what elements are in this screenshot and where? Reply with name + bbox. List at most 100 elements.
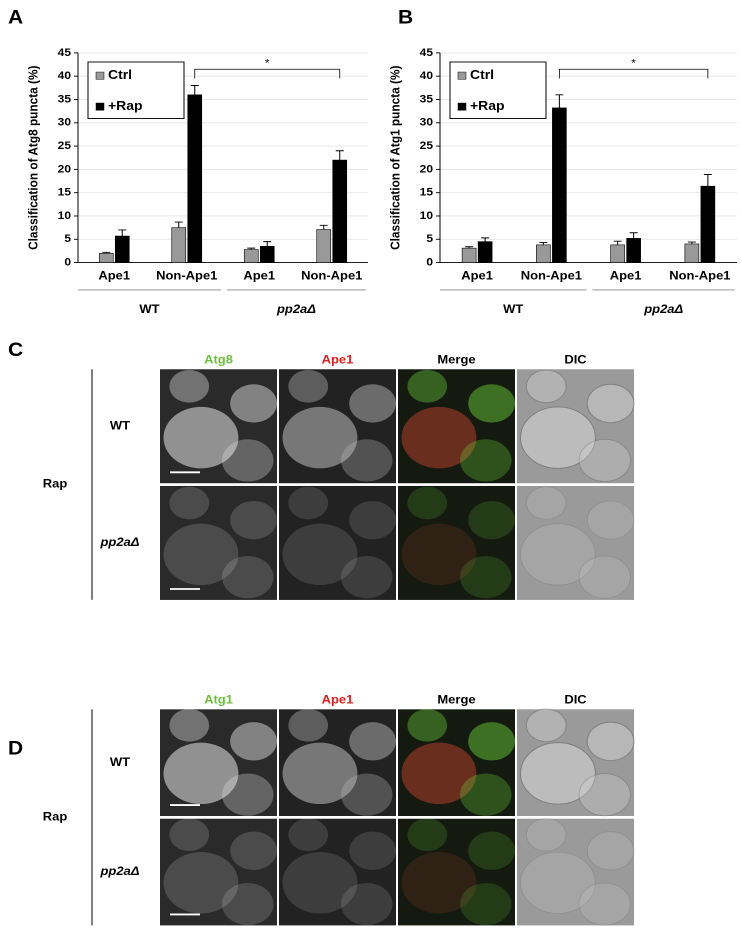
error-bar: [555, 94, 564, 108]
y-tick-label: 15: [58, 187, 72, 198]
panel-label: C: [8, 340, 23, 361]
error-bar: [263, 241, 272, 247]
panel-label: A: [8, 7, 23, 28]
x-tick-label: Ape1: [98, 269, 130, 282]
cell: [407, 486, 448, 520]
cell: [525, 708, 567, 743]
cell: [586, 831, 635, 871]
cell: [341, 556, 393, 599]
bar: [114, 235, 130, 263]
cell: [468, 831, 515, 870]
row-label: WT: [110, 755, 131, 768]
cell: [586, 721, 635, 761]
cell: [163, 523, 239, 586]
y-axis-label: Classification of Atg1 puncta (%): [388, 66, 403, 250]
cell: [401, 742, 477, 805]
legend-label: +Rap: [108, 99, 143, 113]
group-label: WT: [503, 303, 524, 316]
y-tick-label: 40: [58, 70, 71, 81]
error-bar: [465, 246, 474, 249]
cell: [341, 773, 393, 816]
micrograph: [517, 485, 634, 600]
cell: [401, 406, 477, 469]
y-tick-label: 45: [58, 47, 72, 58]
bar: [316, 229, 332, 263]
y-axis-label: Classification of Atg8 puncta (%): [26, 66, 41, 250]
y-tick-label: 25: [420, 140, 434, 151]
cell: [401, 852, 477, 914]
cell: [282, 523, 358, 586]
cell: [525, 369, 567, 404]
x-tick-label: Non-Ape1: [156, 269, 217, 282]
cell: [282, 742, 358, 805]
cell: [520, 851, 596, 914]
row-label: WT: [110, 419, 131, 432]
y-tick-label: 45: [420, 47, 434, 58]
cell: [578, 882, 631, 926]
micrograph: [517, 818, 634, 926]
cell: [230, 384, 277, 423]
group-label: WT: [139, 303, 160, 316]
y-tick-label: 10: [58, 210, 71, 221]
micrograph: [160, 818, 277, 926]
panel-label: B: [398, 7, 413, 28]
column-header: Merge: [437, 353, 475, 366]
cell: [230, 831, 277, 870]
error-bar: [319, 224, 328, 230]
cell: [169, 818, 210, 852]
cell: [520, 523, 596, 586]
legend-swatch: [95, 71, 105, 80]
y-tick-label: 40: [420, 70, 433, 81]
bar: [187, 94, 203, 263]
bar: [610, 244, 625, 263]
cell: [288, 709, 329, 742]
x-tick-label: Ape1: [610, 269, 642, 282]
cell: [460, 439, 512, 482]
significance-star: *: [265, 58, 270, 69]
cell: [460, 773, 512, 816]
condition-label: Rap: [43, 810, 68, 823]
cell: [520, 742, 596, 805]
cell: [349, 500, 396, 540]
micrograph: [160, 485, 277, 600]
legend-label: Ctrl: [108, 68, 132, 82]
cell: [169, 370, 210, 403]
cell: [163, 406, 239, 469]
bar: [477, 241, 493, 263]
significance-bracket: [558, 68, 709, 79]
column-header: Atg1: [204, 693, 233, 706]
y-tick-label: 5: [426, 234, 433, 245]
column-header: Ape1: [322, 353, 354, 366]
y-tick-label: 10: [420, 210, 433, 221]
cell: [222, 439, 274, 482]
y-tick-label: 5: [64, 234, 71, 245]
error-bar: [102, 251, 111, 254]
y-tick-label: 0: [64, 257, 71, 268]
significance-bracket: [194, 68, 341, 79]
cell: [288, 370, 329, 403]
bar: [684, 243, 700, 263]
row-label: pp2aΔ: [99, 865, 139, 878]
bar: [171, 227, 187, 263]
panel-label: D: [8, 738, 23, 759]
bar: [700, 185, 716, 263]
y-tick-label: 25: [58, 140, 72, 151]
micrograph: [279, 818, 396, 926]
error-bar: [539, 242, 548, 245]
error-bar: [247, 247, 256, 250]
cell: [163, 742, 239, 805]
cell: [460, 882, 512, 926]
cell: [222, 882, 274, 926]
bar: [461, 247, 477, 263]
cell: [349, 831, 396, 870]
legend-label: Ctrl: [470, 68, 494, 82]
cell: [163, 852, 239, 914]
cell: [401, 523, 477, 586]
x-tick-label: Ape1: [461, 269, 493, 282]
cell: [282, 406, 358, 469]
cell: [578, 438, 631, 483]
group-label: pp2aΔ: [276, 303, 316, 316]
cell: [349, 384, 396, 423]
legend-swatch: [457, 71, 467, 80]
